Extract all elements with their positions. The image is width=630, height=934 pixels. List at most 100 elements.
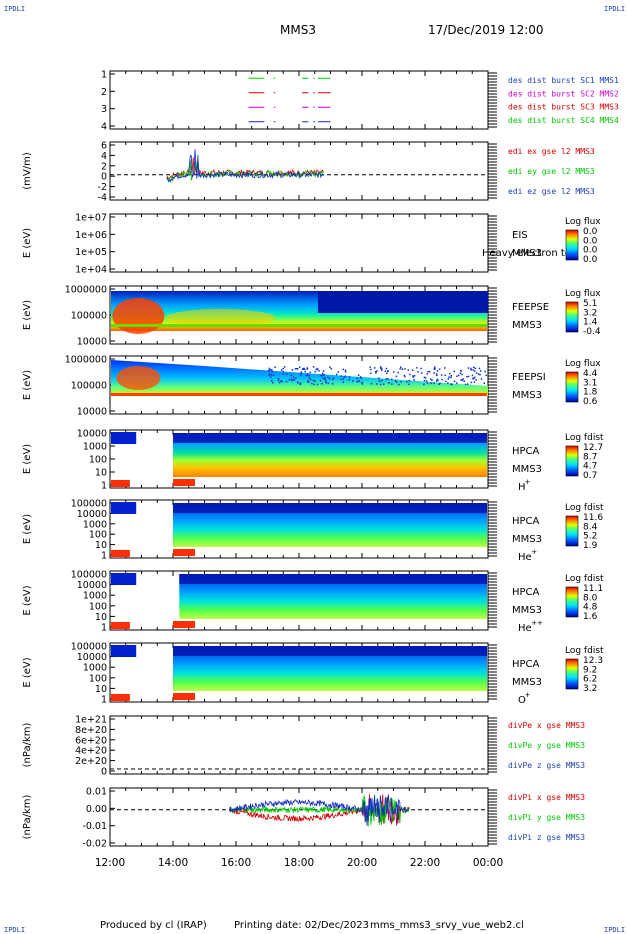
- feepsi-noise-dot: [342, 368, 344, 371]
- y-axis-label: (nPa/km): [22, 723, 33, 768]
- feepsi-noise-dot: [282, 370, 285, 373]
- footer-produced-by: Produced by cl (IRAP): [100, 920, 207, 931]
- panels: 12346420-2-4(mV/m)1e+071e+061e+051e+04E …: [22, 70, 619, 850]
- colorbar-tick-label: 0.0: [583, 255, 598, 265]
- y-tick-label: 2: [101, 87, 107, 98]
- feepsi-noise-dot: [427, 370, 429, 373]
- feepsi-noise-dot: [470, 381, 473, 384]
- overlay-label: Heavy electron to: [482, 248, 571, 259]
- feepsi-noise-dot: [270, 379, 273, 382]
- feepsi-noise-dot: [356, 380, 358, 383]
- feepsi-noise-dot: [295, 367, 298, 370]
- colorbar-tick-label: 9.2: [583, 665, 597, 675]
- feepsi-noise-dot: [401, 368, 403, 371]
- feepsi-noise-dot: [348, 378, 350, 381]
- feepsi-noise-dot: [403, 374, 406, 377]
- feepsi-noise-dot: [316, 367, 319, 370]
- colorbar-tick-label: 11.1: [583, 584, 603, 594]
- feepsi-noise-dot: [412, 375, 414, 377]
- feepse-mid-region: [165, 309, 276, 327]
- feepsi-noise-dot: [449, 372, 451, 375]
- colorbar-tick-label: 0.0: [583, 236, 598, 246]
- feepsi-noise-dot: [424, 377, 427, 379]
- legend-entry: divPe y gse MMS3: [508, 741, 585, 750]
- feepsi-noise-dot: [304, 370, 306, 373]
- hpca-low-cell: [173, 549, 195, 556]
- feepsi-noise-dot: [295, 377, 297, 379]
- colorbar: [565, 301, 579, 333]
- hpca-early-low: [111, 622, 130, 629]
- colorbar-tick-label: 5.2: [583, 532, 597, 542]
- y-tick-label: 4: [101, 122, 107, 133]
- feepsi-noise-dot: [344, 371, 347, 373]
- y-tick-label: 1: [101, 481, 107, 492]
- hpca-low-cell: [173, 621, 195, 628]
- feepsi-noise-dot: [479, 373, 481, 376]
- colorbar-title: Log flux: [565, 359, 601, 369]
- feepsi-noise-dot: [409, 373, 411, 376]
- feepsi-noise-dot: [380, 367, 382, 369]
- colorbar-tick-label: 1.6: [583, 612, 598, 622]
- y-tick-label: 1000000: [65, 355, 107, 366]
- x-tick-label: 12:00: [95, 857, 125, 869]
- panel-spacecraft: MMS3: [512, 605, 542, 616]
- y-tick-label: 10000: [77, 652, 107, 663]
- hpca-early-band: [111, 432, 137, 444]
- feepsi-noise-dot: [268, 370, 270, 372]
- feepsi-noise-dot: [399, 366, 402, 369]
- feepsi-noise-dot: [394, 379, 397, 382]
- feepsi-noise-dot: [445, 380, 447, 383]
- colorbar-tick-label: 0.7: [583, 471, 597, 481]
- y-tick-label: 1e+04: [75, 265, 107, 276]
- legend-entry: des dist burst SC3 MMS3: [508, 103, 619, 112]
- y-tick-label: 100000: [71, 381, 107, 392]
- feepsi-noise-dot: [300, 374, 302, 377]
- legend-entry: divPe x gse MMS3: [508, 721, 585, 730]
- feepsi-noise-dot: [327, 382, 330, 384]
- feepsi-noise-dot: [335, 373, 338, 376]
- colorbar: [565, 371, 579, 403]
- feepsi-noise-dot: [316, 368, 318, 371]
- feepsi-noise-dot: [307, 381, 309, 383]
- panel-frame-edi: [109, 141, 489, 201]
- feepsi-noise-dot: [397, 371, 399, 374]
- x-tick-label: 16:00: [221, 857, 251, 869]
- y-tick-label: 1000: [83, 442, 107, 453]
- x-tick-label: 18:00: [284, 857, 314, 869]
- y-tick-label: 1000: [83, 591, 107, 602]
- feepsi-noise-dot: [467, 367, 470, 369]
- legend-entry: des dist burst SC4 MMS4: [508, 116, 619, 125]
- feepse-hot-region: [112, 298, 165, 334]
- feepsi-noise-dot: [382, 383, 385, 386]
- feepsi-noise-dot: [324, 378, 326, 380]
- legend-entry: edi ey gse l2 MMS3: [508, 167, 595, 176]
- corner-label-top-right: IPDLI: [604, 5, 625, 13]
- legend-entry: divPi y gse MMS3: [508, 813, 585, 822]
- feepsi-noise-dot: [436, 374, 438, 377]
- colorbar-tick-label: -0.4: [583, 327, 601, 337]
- y-tick-label: 10000: [77, 509, 107, 520]
- feepsi-noise-dot: [314, 380, 316, 382]
- feepsi-noise-dot: [435, 373, 438, 375]
- hpca-early-band: [111, 573, 137, 585]
- feepsi-noise-dot: [477, 373, 480, 375]
- feepsi-noise-dot: [450, 375, 453, 377]
- y-tick-label: 4: [101, 151, 107, 162]
- feepsi-noise-dot: [391, 383, 393, 385]
- feepsi-noise-dot: [277, 378, 280, 380]
- feepsi-noise-dot: [407, 369, 410, 371]
- feepsi-noise-dot: [423, 383, 425, 386]
- y-tick-label: 10000: [77, 337, 107, 348]
- feepsi-noise-dot: [375, 372, 377, 374]
- feepse-band: [111, 324, 487, 327]
- divpi-series: [229, 794, 410, 827]
- y-tick-label: 1000: [83, 519, 107, 530]
- feepsi-noise-dot: [479, 370, 482, 372]
- y-tick-label: -4: [98, 193, 107, 204]
- feepsi-noise-dot: [462, 378, 464, 380]
- feepsi-noise-dot: [270, 376, 272, 378]
- footer-printing-date: Printing date: 02/Dec/2023: [234, 920, 369, 931]
- colorbar-tick-label: 3.2: [583, 684, 597, 694]
- colorbar-tick-label: 8.4: [583, 522, 598, 532]
- feepsi-noise-dot: [447, 378, 450, 380]
